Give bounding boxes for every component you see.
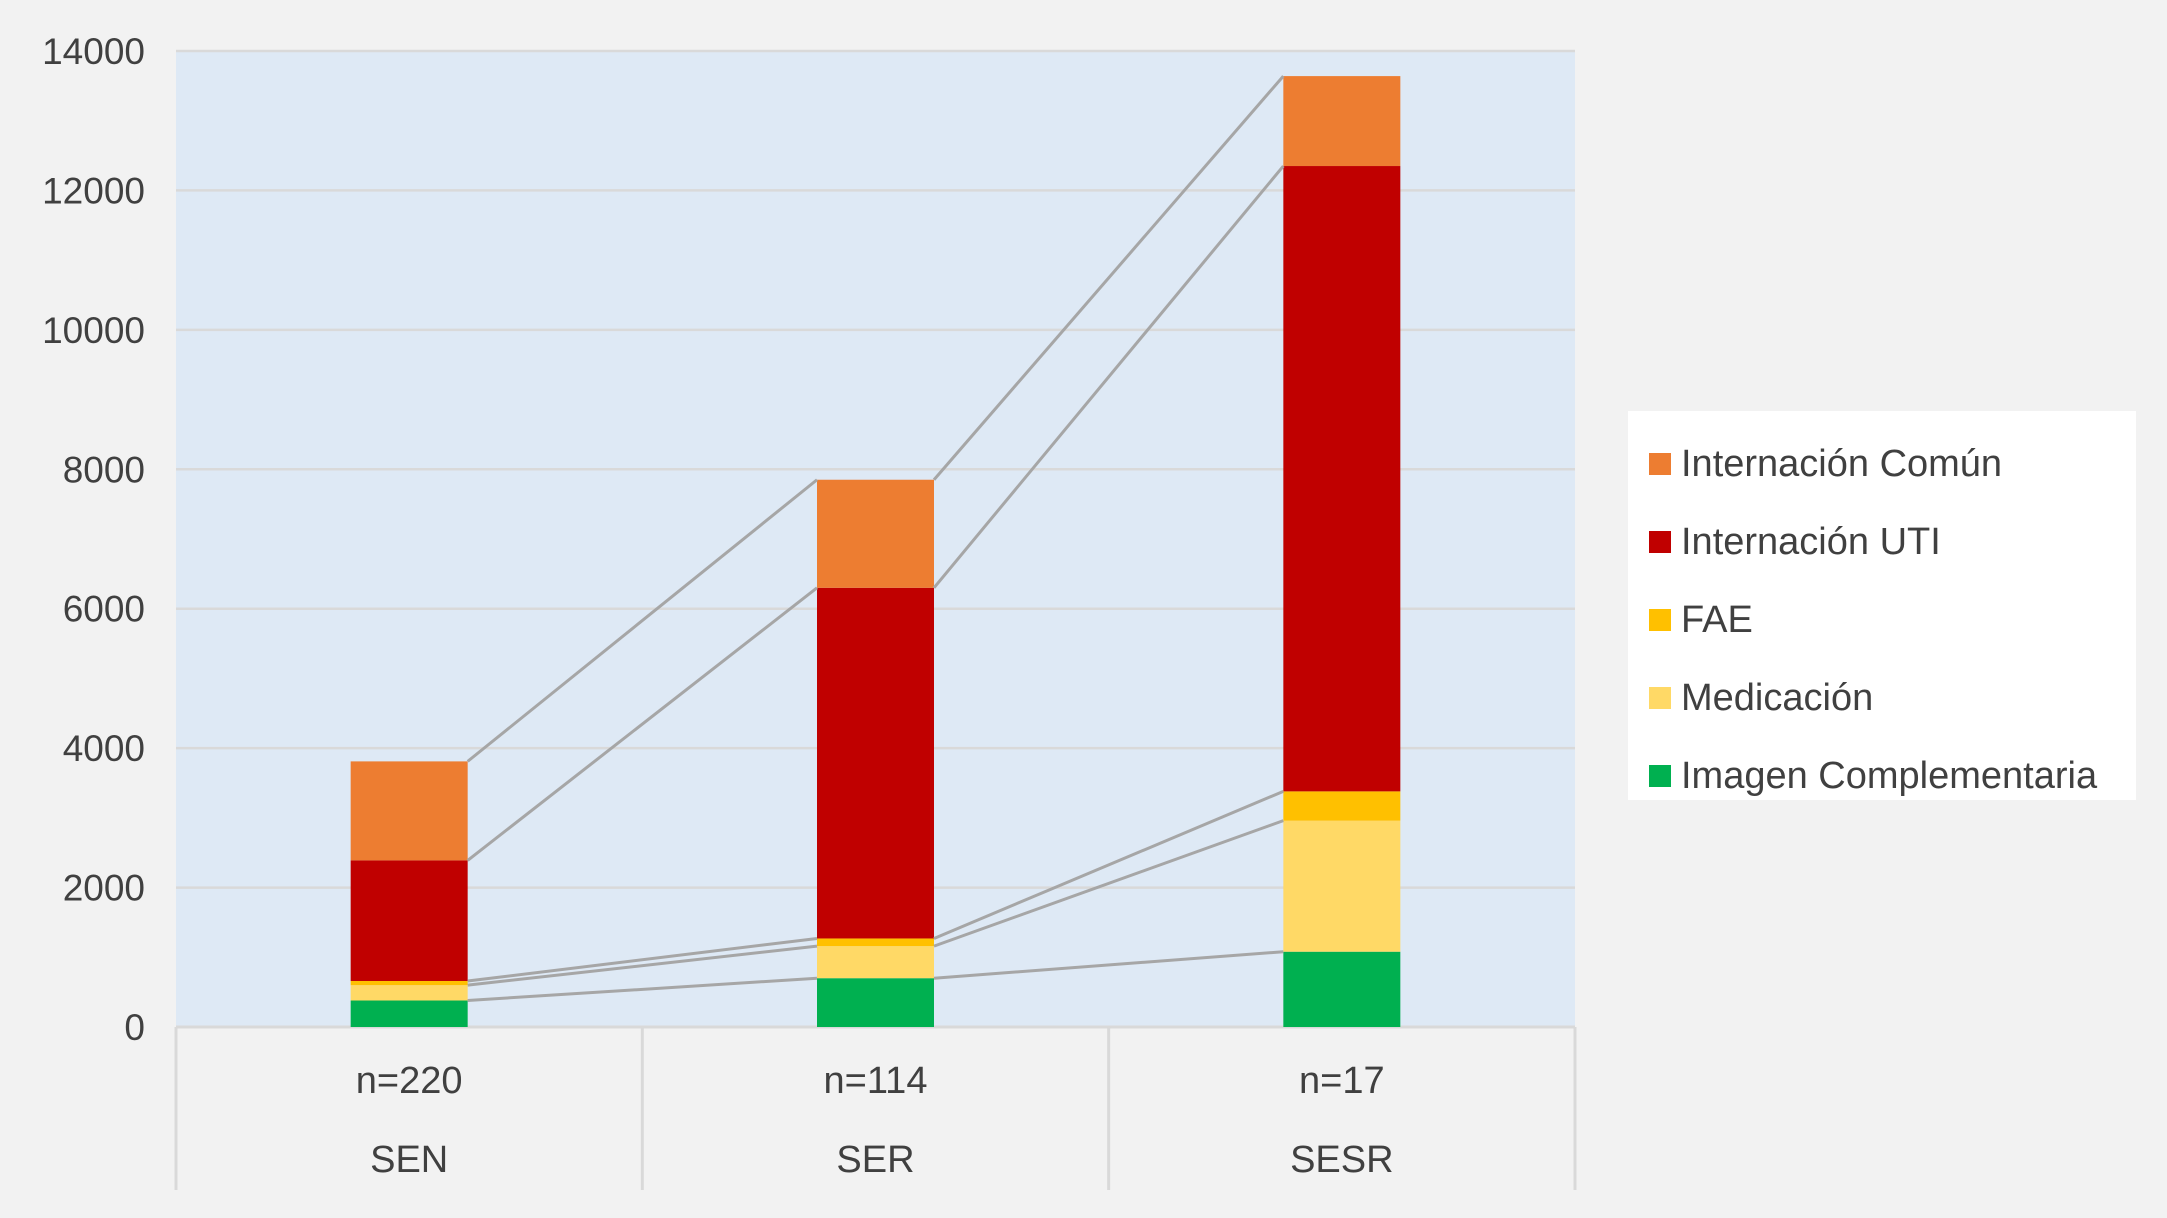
bar-segment xyxy=(1283,951,1401,1027)
bar-segment xyxy=(350,1000,468,1027)
series-connector-line xyxy=(466,478,818,763)
y-tick-label: 8000 xyxy=(63,449,145,490)
y-tick-label: 6000 xyxy=(63,589,145,630)
y-tick-label: 14000 xyxy=(42,31,145,72)
legend-item: Imagen Complementaria xyxy=(1628,737,2136,815)
series-connector-line xyxy=(933,819,1284,948)
series-connector-line xyxy=(467,976,818,1003)
bar-segment xyxy=(817,946,934,979)
legend-item: Internación UTI xyxy=(1628,503,2136,581)
legend-label: FAE xyxy=(1681,598,1753,641)
category-group-label: SER xyxy=(836,1139,914,1181)
category-group-label: SESR xyxy=(1290,1139,1393,1181)
bar-segment xyxy=(1283,820,1401,952)
bar-segment xyxy=(350,985,468,1001)
legend: Internación Común Internación UTI FAE Medic… xyxy=(1628,411,2136,800)
y-tick-label: 0 xyxy=(124,1007,145,1048)
bar-segment xyxy=(350,761,468,861)
category-count-label: n=17 xyxy=(1299,1060,1385,1102)
series-connector-line xyxy=(933,950,1284,980)
bar-segment xyxy=(817,587,934,939)
bar-segment xyxy=(817,978,934,1027)
bar-segment xyxy=(350,980,468,986)
bar-segment xyxy=(1283,791,1401,821)
bar-segment xyxy=(817,938,934,947)
bar-segment xyxy=(817,479,934,588)
category-count-label: n=114 xyxy=(824,1060,928,1102)
category-group-label: SEN xyxy=(370,1139,448,1181)
legend-item: Medicación xyxy=(1628,659,2136,737)
legend-swatch xyxy=(1649,531,1671,553)
y-tick-label: 10000 xyxy=(42,310,145,351)
legend-label: Medicación xyxy=(1681,676,1874,719)
bar-segment xyxy=(1283,76,1401,167)
series-connector-line xyxy=(932,75,1285,481)
legend-label: Imagen Complementaria xyxy=(1681,754,2098,797)
y-tick-label: 4000 xyxy=(63,728,145,769)
series-connector-line xyxy=(467,944,818,987)
legend-swatch xyxy=(1649,453,1671,475)
series-connector-line xyxy=(467,936,818,983)
category-count-label: n=220 xyxy=(356,1060,463,1102)
series-connector-line xyxy=(466,586,818,862)
series-connector-line xyxy=(932,165,1285,589)
legend-swatch xyxy=(1649,765,1671,787)
bar-segment xyxy=(350,860,468,981)
y-tick-label: 2000 xyxy=(63,868,145,909)
bar-segment xyxy=(1283,166,1401,792)
legend-label: Internación UTI xyxy=(1681,520,1941,563)
legend-item: Internación Común xyxy=(1628,425,2136,503)
series-connector-line xyxy=(933,789,1284,940)
legend-swatch xyxy=(1649,687,1671,709)
legend-label: Internación Común xyxy=(1681,442,2003,485)
y-tick-label: 12000 xyxy=(42,170,145,211)
legend-swatch xyxy=(1649,609,1671,631)
legend-item: FAE xyxy=(1628,581,2136,659)
